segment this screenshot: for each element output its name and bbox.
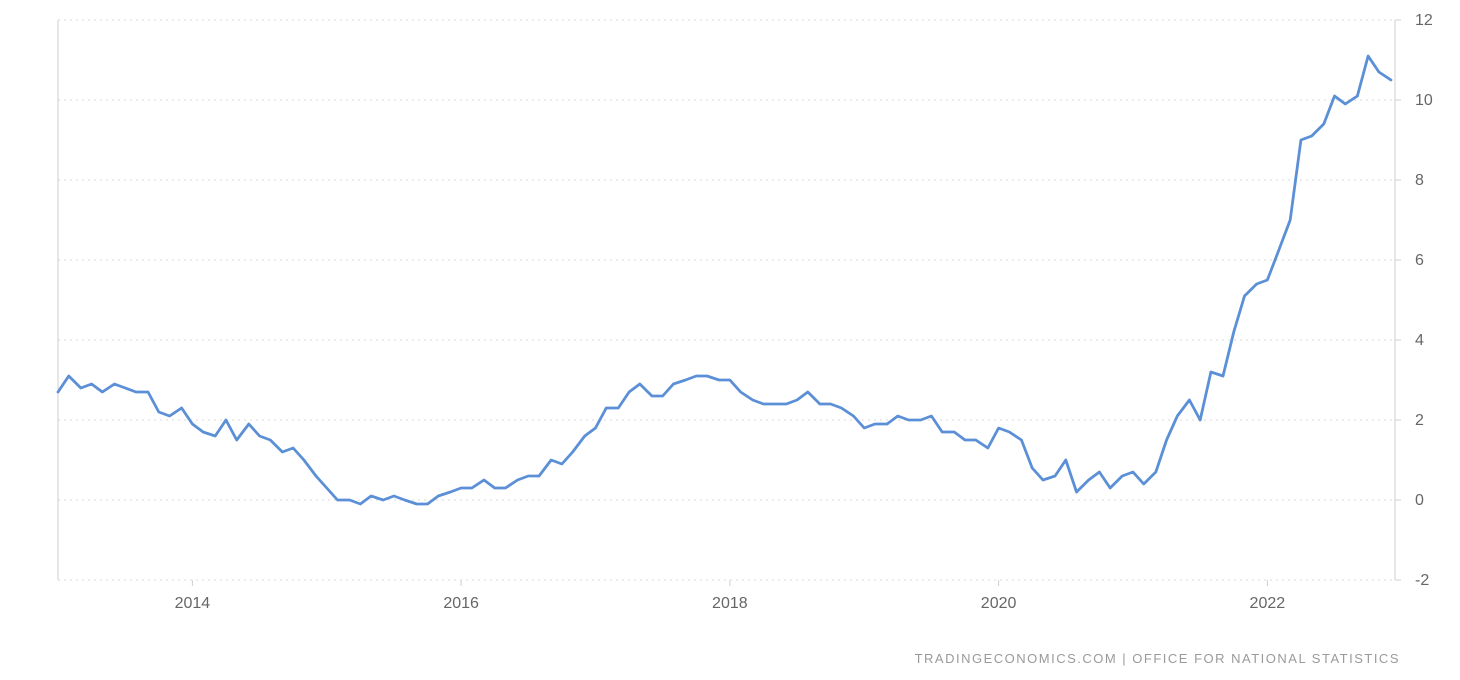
y-tick-label: 6 bbox=[1415, 252, 1424, 269]
y-tick-label: -2 bbox=[1415, 572, 1429, 589]
line-chart: -2 0 2 4 6 8 10 12 2014 2016 2018 2020 2022 TRADINGE… bbox=[0, 0, 1460, 680]
y-tick-label: 8 bbox=[1415, 172, 1424, 189]
chart-svg: -2 0 2 4 6 8 10 12 2014 2016 2018 2020 2022 bbox=[0, 0, 1460, 680]
y-tick-label: 4 bbox=[1415, 332, 1424, 349]
x-tick-label: 2016 bbox=[443, 595, 479, 612]
x-tick-label: 2018 bbox=[712, 595, 748, 612]
x-tick-label: 2014 bbox=[175, 595, 211, 612]
x-tick-label: 2020 bbox=[981, 595, 1017, 612]
x-tick-label: 2022 bbox=[1250, 595, 1286, 612]
y-tick-label: 0 bbox=[1415, 492, 1424, 509]
y-tick-label: 12 bbox=[1415, 12, 1433, 29]
y-tick-label: 2 bbox=[1415, 412, 1424, 429]
y-tick-label: 10 bbox=[1415, 92, 1433, 109]
attribution-text: TRADINGECONOMICS.COM | OFFICE FOR NATION… bbox=[915, 651, 1400, 666]
